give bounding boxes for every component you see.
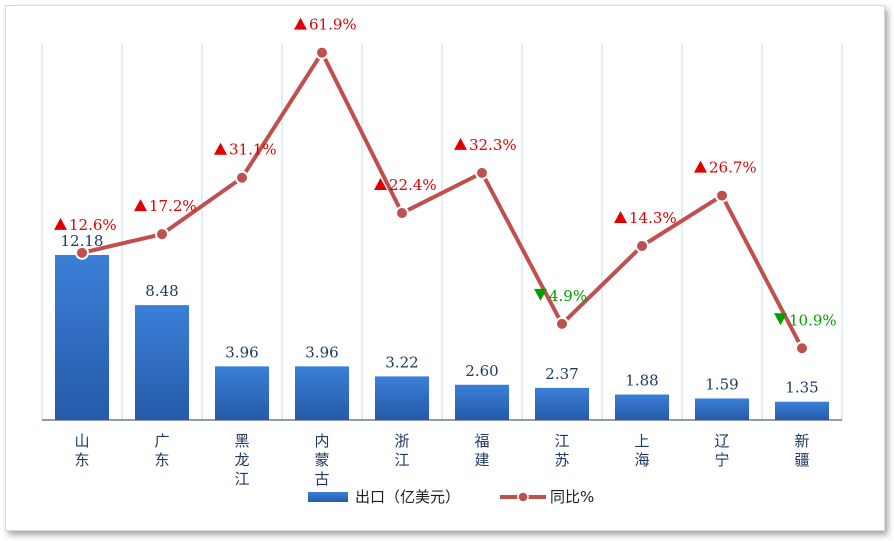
combo-chart: 12.18 8.48 3.96 3.96 3.22 2.60 2.37 1.88 1.59 1.3… bbox=[41, 16, 843, 506]
bar-value-label: 1.59 bbox=[705, 375, 738, 393]
category-label: 上 bbox=[634, 432, 649, 450]
line-series bbox=[75, 45, 809, 356]
bar bbox=[535, 387, 589, 420]
line-point bbox=[235, 170, 249, 185]
down-arrow-icon bbox=[774, 313, 787, 326]
category-label: 海 bbox=[634, 451, 649, 469]
bar-value-label: 3.96 bbox=[225, 343, 258, 361]
category-label: 山 bbox=[74, 432, 89, 450]
bar bbox=[695, 398, 749, 420]
category-label: 黑 bbox=[234, 432, 249, 450]
up-arrow-icon bbox=[614, 210, 627, 223]
bar bbox=[455, 384, 509, 420]
legend: 出口（亿美元） 同比% bbox=[308, 488, 594, 506]
bar-value-label: 1.35 bbox=[785, 379, 818, 397]
up-arrow-icon bbox=[214, 142, 227, 155]
up-arrow-icon bbox=[374, 178, 387, 191]
category-label: 江 bbox=[234, 470, 249, 488]
down-arrow-icon bbox=[534, 288, 547, 301]
growth-value-label: 4.9% bbox=[549, 287, 587, 305]
line-value-labels: 12.6% 17.2% 31.1% 61.9% 22.4% 32.3% 4.9% 14.3% 2… bbox=[54, 16, 837, 329]
up-arrow-icon bbox=[54, 217, 67, 230]
category-label: 蒙 bbox=[314, 451, 329, 469]
category-label: 内 bbox=[314, 432, 329, 450]
bar bbox=[615, 394, 669, 420]
category-label: 辽 bbox=[714, 432, 729, 450]
category-label: 江 bbox=[394, 451, 409, 469]
bar bbox=[295, 366, 349, 420]
legend-line-marker bbox=[517, 491, 529, 503]
category-label: 龙 bbox=[234, 451, 249, 469]
category-label: 古 bbox=[314, 470, 329, 488]
line-point bbox=[395, 206, 409, 221]
bar-series bbox=[55, 255, 829, 420]
bar-value-labels: 12.18 8.48 3.96 3.96 3.22 2.60 2.37 1.88 1.59 1.3… bbox=[61, 232, 819, 397]
category-label: 浙 bbox=[394, 432, 409, 450]
up-arrow-icon bbox=[694, 160, 707, 173]
category-label: 疆 bbox=[794, 451, 809, 469]
line-point bbox=[635, 238, 649, 253]
line-point bbox=[315, 45, 329, 60]
growth-value-label: 10.9% bbox=[789, 311, 837, 329]
bar-value-label: 12.18 bbox=[61, 232, 104, 250]
growth-value-label: 14.3% bbox=[629, 209, 677, 227]
chart-frame: 12.18 8.48 3.96 3.96 3.22 2.60 2.37 1.88 1.59 1.3… bbox=[5, 5, 885, 531]
bar bbox=[215, 366, 269, 420]
category-label: 东 bbox=[154, 451, 169, 469]
growth-value-label: 22.4% bbox=[389, 176, 437, 194]
growth-value-label: 31.1% bbox=[229, 141, 277, 159]
bar-value-label: 2.60 bbox=[465, 362, 498, 380]
bar-value-label: 8.48 bbox=[145, 282, 178, 300]
bar-value-label: 2.37 bbox=[545, 365, 578, 383]
category-label: 新 bbox=[794, 432, 809, 450]
line-point bbox=[715, 188, 729, 203]
category-label: 福 bbox=[474, 432, 489, 450]
bar bbox=[135, 305, 189, 420]
category-label: 苏 bbox=[554, 451, 569, 469]
category-label: 宁 bbox=[714, 451, 729, 469]
up-arrow-icon bbox=[134, 199, 147, 212]
line-point bbox=[155, 227, 169, 242]
line-point bbox=[795, 341, 809, 356]
growth-value-label: 26.7% bbox=[709, 159, 757, 177]
bar bbox=[775, 401, 829, 420]
category-label: 广 bbox=[154, 432, 169, 450]
bar bbox=[375, 376, 429, 420]
category-label: 建 bbox=[474, 451, 489, 469]
line-point bbox=[475, 165, 489, 180]
growth-value-label: 61.9% bbox=[309, 16, 357, 34]
bar-value-label: 3.22 bbox=[385, 353, 418, 371]
growth-line bbox=[81, 50, 804, 350]
category-label: 东 bbox=[74, 451, 89, 469]
legend-bar-label: 出口（亿美元） bbox=[355, 488, 460, 506]
bar bbox=[55, 255, 109, 420]
line-point bbox=[555, 316, 569, 331]
line-point bbox=[75, 245, 89, 260]
growth-value-label: 12.6% bbox=[69, 216, 117, 234]
bar-value-label: 1.88 bbox=[625, 372, 658, 390]
up-arrow-icon bbox=[294, 17, 307, 30]
category-label: 江 bbox=[554, 432, 569, 450]
growth-value-label: 17.2% bbox=[149, 197, 197, 215]
legend-bar-swatch bbox=[308, 492, 348, 502]
bar-value-label: 3.96 bbox=[305, 343, 338, 361]
legend-line-label: 同比% bbox=[550, 488, 594, 506]
growth-value-label: 32.3% bbox=[469, 136, 517, 154]
up-arrow-icon bbox=[454, 137, 467, 150]
